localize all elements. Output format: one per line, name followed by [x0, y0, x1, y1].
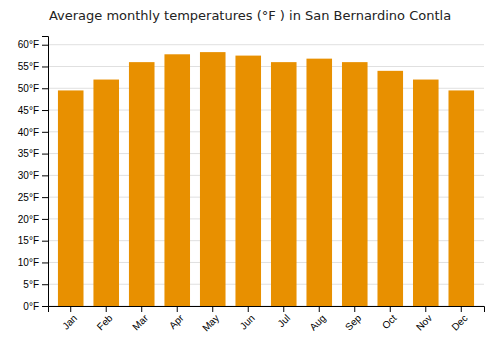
bar [413, 80, 439, 306]
y-axis-line [42, 37, 49, 307]
y-tick-mark [42, 175, 48, 176]
y-tick-label: 25°F [18, 192, 39, 203]
x-tick-label: Jan [60, 312, 79, 331]
y-tick-label: 55°F [18, 61, 39, 72]
y-tick-label: 20°F [18, 214, 39, 225]
y-tick: 60°F [18, 39, 48, 50]
x-tick-label: Oct [380, 312, 399, 331]
y-tick: 15°F [18, 235, 48, 246]
chart: 0°F 5°F 10°F 15°F 20°F 25°F 30°F 35°F 40°F 45°F 50… [0, 0, 500, 350]
x-tick-mark [319, 306, 320, 312]
y-tick-mark [42, 262, 48, 263]
y-tick: 20°F [18, 214, 48, 225]
x-tick-mark [106, 306, 107, 312]
x-axis-line [49, 307, 485, 313]
x-tick-mark [70, 306, 71, 312]
bar [164, 54, 190, 306]
bar [271, 62, 297, 306]
x-tick-label: Jul [275, 312, 292, 329]
bar [448, 90, 474, 306]
bar [200, 52, 226, 306]
x-tick-mark [354, 306, 355, 312]
x-tick-label: Feb [95, 312, 115, 332]
bar [306, 59, 332, 306]
x-tick: Apr [167, 306, 186, 331]
y-tick-mark [42, 197, 48, 198]
y-tick-mark [42, 88, 48, 89]
grid-line [48, 44, 484, 45]
x-tick-label: Nov [414, 312, 434, 332]
x-tick-label: Dec [449, 312, 469, 332]
x-tick-mark [390, 306, 391, 312]
y-tick-mark [42, 110, 48, 111]
x-tick: Aug [307, 306, 327, 333]
bar [58, 90, 84, 306]
y-tick-label: 50°F [18, 83, 39, 94]
x-tick-mark [212, 306, 213, 312]
y-tick: 25°F [18, 192, 48, 203]
y-tick-mark [42, 306, 48, 307]
y-tick-label: 0°F [23, 301, 39, 312]
y-tick-mark [42, 154, 48, 155]
x-tick: May [200, 306, 221, 334]
y-tick-label: 40°F [18, 127, 39, 138]
x-tick-mark [283, 306, 284, 312]
y-tick-label: 35°F [18, 148, 39, 159]
x-tick: Oct [380, 306, 399, 331]
y-axis: 0°F 5°F 10°F 15°F 20°F 25°F 30°F 35°F 40°F 45°F 50… [18, 37, 49, 312]
x-tick-mark [141, 306, 142, 312]
y-tick-label: 30°F [18, 170, 39, 181]
y-tick-label: 60°F [18, 39, 39, 50]
x-tick: Jan [60, 306, 79, 332]
y-tick-mark [42, 66, 48, 67]
x-tick-mark [425, 306, 426, 312]
y-tick: 30°F [18, 170, 48, 181]
x-tick-mark [177, 306, 178, 312]
x-tick-mark [461, 306, 462, 312]
plot: 0°F 5°F 10°F 15°F 20°F 25°F 30°F 35°F 40°F 45°F 50… [18, 37, 485, 334]
x-tick: Feb [95, 306, 115, 332]
grid [48, 45, 484, 306]
x-tick-label: Aug [307, 312, 327, 332]
y-tick: 5°F [23, 279, 48, 290]
y-tick-mark [42, 284, 48, 285]
y-tick-label: 5°F [23, 279, 39, 290]
x-tick-label: May [200, 312, 221, 333]
y-tick: 35°F [18, 148, 48, 159]
y-tick-mark [42, 45, 48, 46]
x-tick: Nov [414, 306, 434, 333]
x-tick-label: Mar [130, 312, 150, 332]
y-tick: 45°F [18, 105, 48, 116]
y-tick-mark [42, 132, 48, 133]
y-tick: 40°F [18, 127, 48, 138]
title: Average monthly temperatures (°F ) in Sa… [49, 8, 451, 23]
x-tick-label: Apr [167, 312, 186, 331]
bar [342, 62, 368, 306]
x-tick-mark [248, 306, 249, 312]
y-tick-mark [42, 219, 48, 220]
y-tick-label: 10°F [18, 257, 39, 268]
y-tick: 0°F [23, 301, 48, 312]
x-tick-label: Sep [343, 312, 364, 333]
y-tick: 10°F [18, 257, 48, 268]
bar [93, 80, 119, 306]
bar [235, 56, 261, 306]
y-tick-label: 15°F [18, 235, 39, 246]
bars [58, 52, 474, 306]
x-axis: Jan Feb Mar Apr May Jun Jul Aug Sep Oct Nov Dec [49, 306, 485, 334]
bar [129, 62, 155, 306]
bar [377, 71, 403, 306]
x-tick: Jun [238, 306, 257, 332]
x-tick: Jul [275, 306, 292, 329]
y-tick: 55°F [18, 61, 48, 72]
x-tick: Dec [449, 306, 469, 333]
y-tick-mark [42, 241, 48, 242]
y-tick: 50°F [18, 83, 48, 94]
x-tick-label: Jun [238, 312, 257, 331]
x-tick: Sep [343, 306, 364, 333]
grid-line [48, 66, 484, 67]
x-tick: Mar [130, 306, 150, 332]
y-tick-label: 45°F [18, 105, 39, 116]
